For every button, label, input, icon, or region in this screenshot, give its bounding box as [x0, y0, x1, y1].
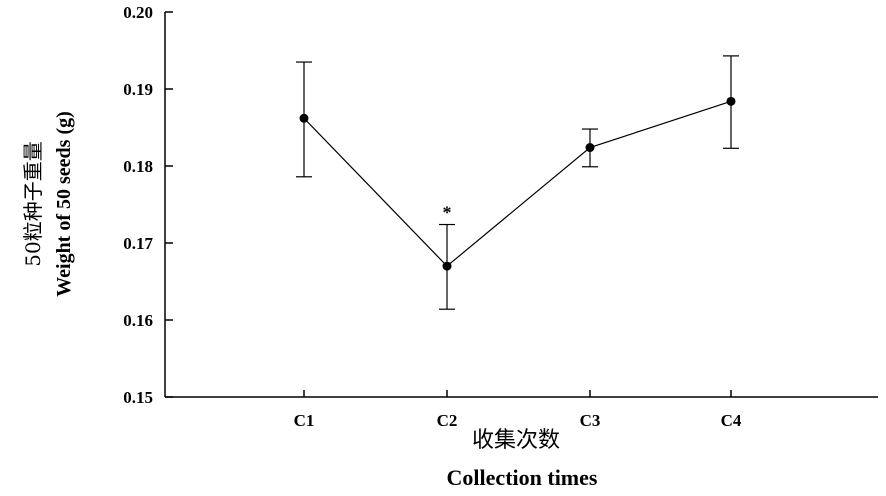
- x-tick-label: C1: [294, 411, 315, 430]
- data-points: [299, 96, 736, 271]
- y-tick-label: 0.17: [123, 234, 153, 253]
- x-axis-title-cn: 收集次数: [472, 428, 560, 453]
- x-tick-label: C4: [721, 411, 742, 430]
- data-point: [442, 261, 452, 271]
- y-tick-label: 0.20: [123, 3, 153, 22]
- x-tick-label: C2: [437, 411, 458, 430]
- axes: [164, 12, 878, 398]
- data-point: [585, 143, 595, 153]
- y-tick-label: 0.18: [123, 157, 153, 176]
- y-axis-title-cn: 50粒种子重量: [21, 141, 45, 266]
- series-line: [303, 100, 732, 267]
- y-tick-label: 0.15: [123, 388, 153, 407]
- x-tick-label: C3: [580, 411, 601, 430]
- annotations: *: [443, 203, 452, 223]
- data-point: [726, 96, 736, 106]
- y-axis-ticks: 0.15 0.16 0.17 0.18 0.19 0.20: [123, 3, 173, 407]
- error-bars: [296, 55, 739, 310]
- significance-marker: *: [443, 203, 452, 223]
- y-tick-label: 0.19: [123, 80, 153, 99]
- x-axis-ticks: C1 C2 C3 C4: [294, 390, 742, 430]
- series-polyline: [303, 100, 732, 267]
- data-point: [299, 113, 309, 123]
- y-tick-label: 0.16: [123, 311, 153, 330]
- x-axis-title: Collection times: [447, 465, 598, 490]
- y-axis-title: Weight of 50 seeds (g): [53, 111, 75, 297]
